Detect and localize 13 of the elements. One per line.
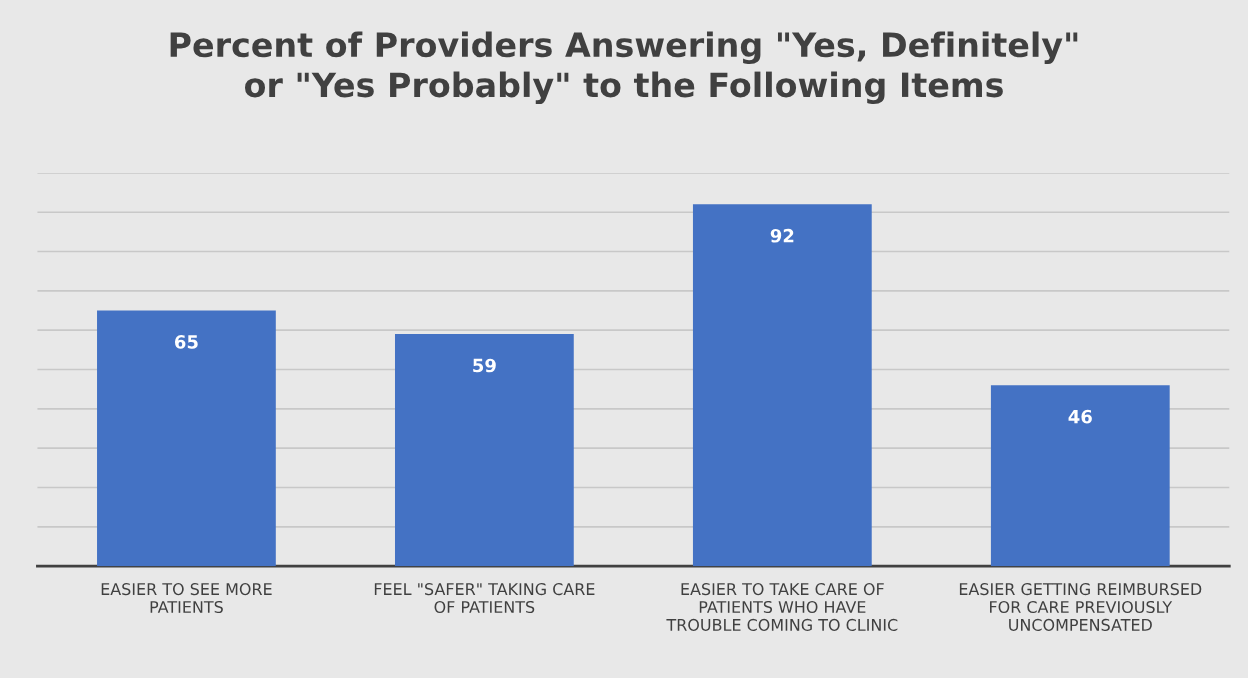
chart-title: Percent of Providers Answering "Yes, Definitely" or "Yes Probably" to the Following Items <box>170 31 1078 105</box>
data-label: 46 <box>1068 409 1092 424</box>
bar <box>97 310 276 567</box>
x-tick-label: EASIER TO TAKE CARE OF PATIENTS WHO HAVE TROUBLE COMING TO CLINIC <box>666 583 898 631</box>
x-tick-label: EASIER TO SEE MORE PATIENTS <box>101 583 272 614</box>
data-label: 92 <box>770 228 794 243</box>
bar <box>990 385 1170 567</box>
data-label: 65 <box>174 335 198 349</box>
data-label: 59 <box>473 358 496 373</box>
bar <box>692 204 872 567</box>
x-tick-label: FEEL "SAFER" TAKING CARE OF PATIENTS <box>374 583 595 614</box>
bar <box>394 334 574 567</box>
x-tick-label: EASIER GETTING REIMBURSED FOR CARE PREVIOUSLY UNCOMPENSATED <box>959 583 1202 631</box>
